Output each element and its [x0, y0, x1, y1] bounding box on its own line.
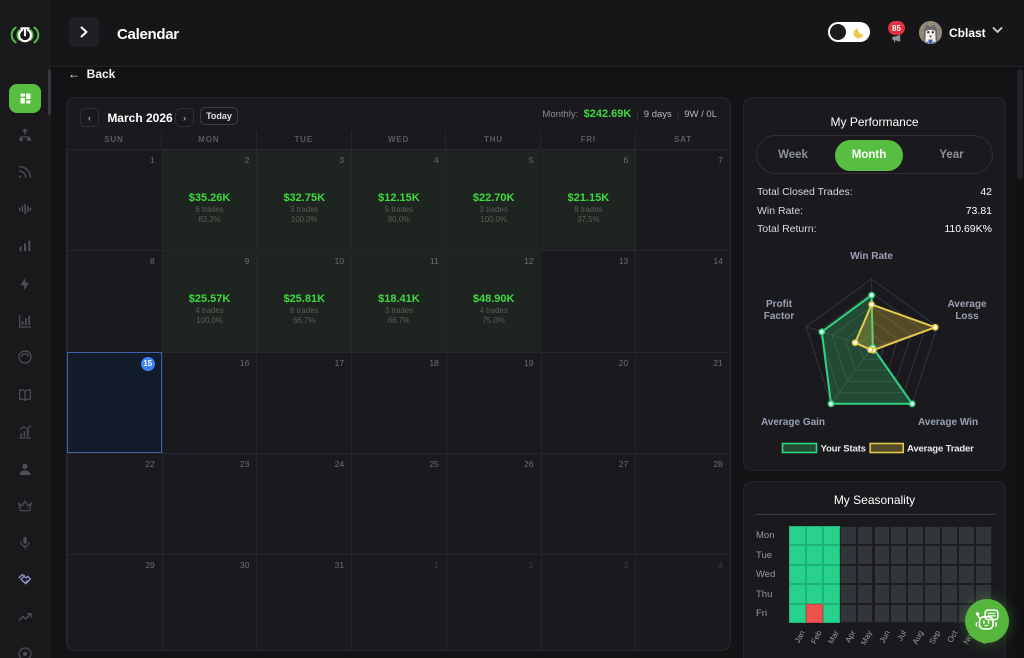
svg-text:Average Trader: Average Trader — [907, 444, 974, 455]
svg-text:Profit: Profit — [766, 299, 793, 310]
svg-text:Average Gain: Average Gain — [761, 417, 825, 428]
svg-text:Average: Average — [947, 299, 987, 310]
svg-text:Loss: Loss — [955, 311, 979, 322]
svg-text:Factor: Factor — [764, 311, 795, 322]
svg-text:Win Rate: Win Rate — [850, 251, 893, 262]
svg-text:Average Win: Average Win — [918, 417, 978, 428]
svg-text:Your Stats: Your Stats — [821, 444, 866, 455]
